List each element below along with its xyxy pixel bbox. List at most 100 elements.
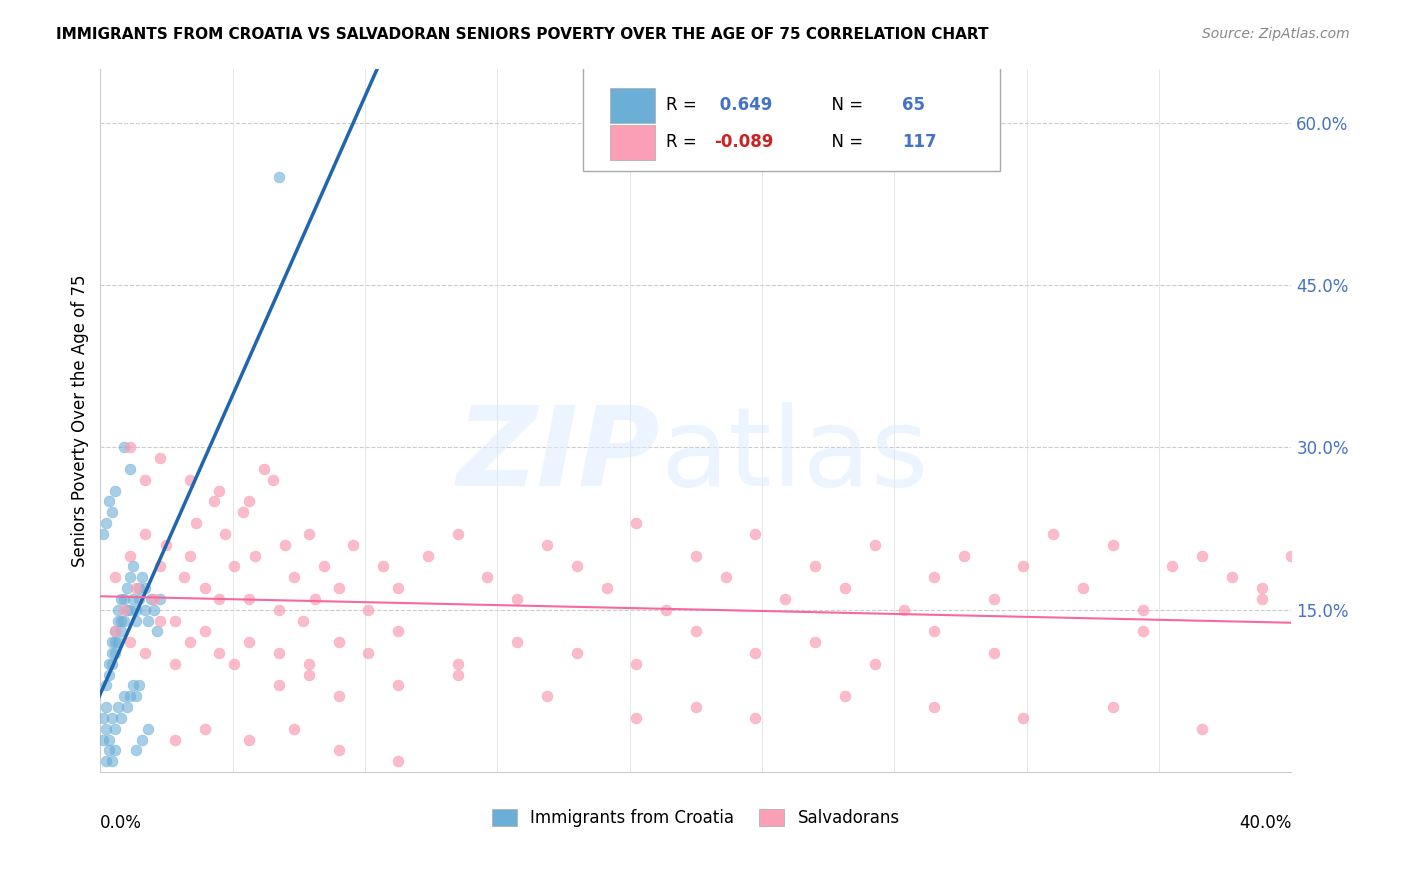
Point [267,678,290,692]
Point [142,591,165,606]
Point [136,722,159,736]
Point [291,614,314,628]
Point [107,614,129,628]
Point [98,494,121,508]
Text: ZIP: ZIP [457,402,661,509]
Point [134,527,156,541]
Point [626,657,648,671]
Point [125,743,148,757]
Point [626,516,648,530]
Point [387,624,409,639]
Text: 0.0%: 0.0% [100,814,142,832]
Point [1042,527,1064,541]
Point [163,614,186,628]
Point [447,667,470,681]
Bar [610,125,655,160]
Point [1012,559,1035,574]
Point [96,678,118,692]
Point [804,635,827,649]
Point [110,591,132,606]
Point [107,700,129,714]
Point [595,581,617,595]
Point [224,657,246,671]
Point [120,603,142,617]
Point [298,527,321,541]
Point [101,646,124,660]
Point [91,732,114,747]
Point [1132,624,1154,639]
Text: R =: R = [666,134,702,152]
Bar [610,87,655,123]
Point [238,732,260,747]
Point [125,614,148,628]
Point [565,559,588,574]
Point [115,581,138,595]
Point [804,559,827,574]
Point [179,473,201,487]
Point [125,581,148,595]
Point [685,700,707,714]
Point [120,570,142,584]
Point [238,635,260,649]
Point [120,690,142,704]
Point [110,614,132,628]
Text: atlas: atlas [661,402,929,509]
Text: 40.0%: 40.0% [1239,814,1292,832]
Point [863,538,886,552]
Point [685,549,707,563]
Point [565,646,588,660]
Legend: Immigrants from Croatia, Salvadorans: Immigrants from Croatia, Salvadorans [485,803,907,834]
Point [122,559,145,574]
Point [506,635,529,649]
Point [101,711,124,725]
Text: N =: N = [821,96,869,114]
Point [149,559,172,574]
Point [1101,700,1123,714]
Point [96,516,118,530]
Point [104,743,127,757]
Point [112,591,135,606]
Point [163,732,186,747]
Point [139,591,162,606]
Point [245,549,267,563]
Point [134,581,156,595]
Point [179,549,201,563]
Point [96,700,118,714]
Point [387,678,409,692]
Point [1071,581,1094,595]
Point [328,690,350,704]
Point [922,570,945,584]
Point [112,441,135,455]
Point [714,570,737,584]
Point [744,527,766,541]
Point [112,614,135,628]
Text: N =: N = [821,134,869,152]
Point [283,570,305,584]
Text: R =: R = [666,96,702,114]
Point [194,581,217,595]
Point [120,635,142,649]
Point [834,690,856,704]
Point [173,570,195,584]
Point [357,603,380,617]
Point [208,591,231,606]
Point [146,624,169,639]
Point [136,614,159,628]
Point [155,538,177,552]
Point [744,711,766,725]
Text: 65: 65 [903,96,925,114]
Point [98,657,121,671]
Point [773,591,796,606]
Text: -0.089: -0.089 [714,134,773,152]
Point [953,549,976,563]
Point [104,722,127,736]
Point [685,624,707,639]
Point [1220,570,1243,584]
Point [120,441,142,455]
Point [253,462,276,476]
Point [506,591,529,606]
Point [1101,538,1123,552]
Point [104,483,127,498]
Point [131,732,153,747]
Text: 117: 117 [903,134,936,152]
